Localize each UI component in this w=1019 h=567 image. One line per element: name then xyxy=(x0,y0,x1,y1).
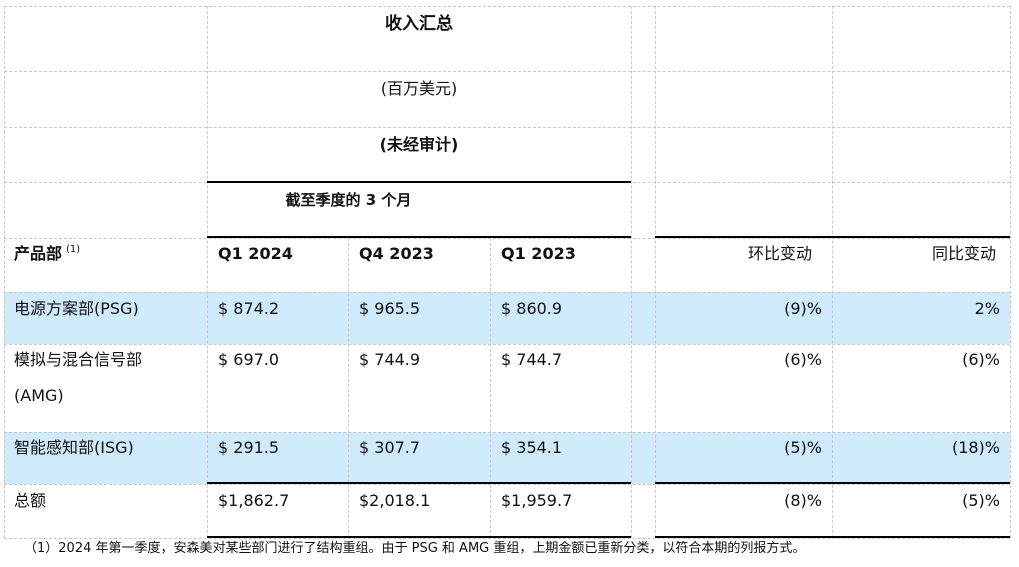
col-header-q1-2023: Q1 2023 xyxy=(501,244,576,263)
row-highlight-isg xyxy=(4,432,1010,484)
row-label-total: 总额 xyxy=(14,491,47,510)
cell-q4-2023: $2,018.1 xyxy=(359,491,431,510)
grid-line xyxy=(490,238,491,538)
cell-qoq: (9)% xyxy=(784,299,822,318)
total-rule xyxy=(655,482,1010,484)
cell-q1-2024: $ 291.5 xyxy=(218,438,280,457)
table-title: 收入汇总 xyxy=(385,14,453,34)
row-label-isg: 智能感知部(ISG) xyxy=(14,438,134,457)
cell-q1-2024: $ 697.0 xyxy=(218,350,280,369)
grid-line xyxy=(348,238,349,538)
cell-qoq: (5)% xyxy=(784,438,822,457)
grid-line xyxy=(4,71,1010,72)
period-label: 截至季度的 3 个月 xyxy=(285,191,412,209)
grid-line xyxy=(631,6,632,538)
col-header-qoq: 环比变动 xyxy=(747,244,812,263)
column-header-rule xyxy=(655,236,1010,238)
segment-header: 产品部 (1) xyxy=(14,244,204,263)
grid-line xyxy=(4,6,1010,7)
grid-line xyxy=(4,292,1010,293)
row-highlight-psg xyxy=(4,292,1010,344)
cell-q1-2024: $1,862.7 xyxy=(218,491,290,510)
grid-line xyxy=(4,484,1010,485)
grid-line xyxy=(4,127,1010,128)
cell-qoq: (6)% xyxy=(784,350,822,369)
audit-label: (未经审计) xyxy=(379,135,459,154)
bottom-rule xyxy=(207,536,631,538)
cell-q1-2023: $ 860.9 xyxy=(501,299,563,318)
grid-line xyxy=(832,6,833,538)
col-header-q1-2024: Q1 2024 xyxy=(218,244,293,263)
grid-line xyxy=(4,344,1010,345)
cell-yoy: (18)% xyxy=(951,438,1000,457)
cell-q1-2023: $ 354.1 xyxy=(501,438,563,457)
cell-qoq: (8)% xyxy=(784,491,822,510)
column-header-rule xyxy=(207,236,631,238)
bottom-rule xyxy=(655,536,1010,538)
grid-line xyxy=(207,6,208,538)
cell-yoy: (6)% xyxy=(962,350,1000,369)
cell-q1-2023: $1,959.7 xyxy=(501,491,573,510)
col-header-q4-2023: Q4 2023 xyxy=(359,244,434,263)
cell-q1-2024: $ 874.2 xyxy=(218,299,280,318)
grid-line xyxy=(4,432,1010,433)
grid-line xyxy=(4,238,1010,239)
period-rule xyxy=(207,181,631,183)
cell-q4-2023: $ 744.9 xyxy=(359,350,421,369)
row-label-amg-line2: (AMG) xyxy=(14,386,64,405)
unit-label: (百万美元) xyxy=(380,79,458,98)
cell-q1-2023: $ 744.7 xyxy=(501,350,563,369)
grid-line xyxy=(1010,6,1011,538)
grid-line xyxy=(4,6,5,538)
footnote-ref: (1) xyxy=(66,244,81,255)
row-label-psg: 电源方案部(PSG) xyxy=(14,299,139,318)
footnote: （1）2024 年第一季度，安森美对某些部门进行了结构重组。由于 PSG 和 A… xyxy=(24,541,806,556)
row-label-amg-line1: 模拟与混合信号部 xyxy=(14,350,143,369)
grid-line xyxy=(4,538,1010,539)
cell-q4-2023: $ 965.5 xyxy=(359,299,421,318)
cell-yoy: 2% xyxy=(974,299,1000,318)
col-header-yoy: 同比变动 xyxy=(931,244,996,263)
segment-header-label: 产品部 xyxy=(14,244,63,263)
cell-yoy: (5)% xyxy=(962,491,1000,510)
cell-q4-2023: $ 307.7 xyxy=(359,438,421,457)
total-rule xyxy=(207,482,631,484)
row-label-amg: 模拟与混合信号部 (AMG) xyxy=(14,351,204,405)
grid-line xyxy=(655,6,656,538)
